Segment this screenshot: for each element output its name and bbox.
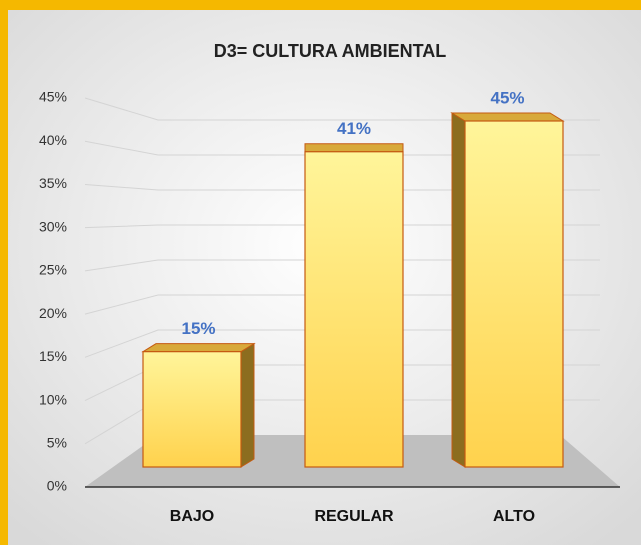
- y-tick-label: 10%: [39, 391, 67, 407]
- data-label: 41%: [337, 119, 371, 138]
- y-tick-label: 45%: [39, 89, 67, 105]
- data-label: 15%: [181, 319, 215, 338]
- x-tick-label: REGULAR: [314, 508, 394, 525]
- x-tick-label: BAJO: [170, 508, 214, 525]
- bar: [304, 151, 404, 468]
- bar-top: [450, 112, 565, 122]
- bar: [464, 120, 564, 468]
- bar-top: [304, 143, 404, 153]
- y-tick-label: 35%: [39, 175, 67, 191]
- border-left: [0, 0, 8, 545]
- y-tick-label: 15%: [39, 348, 67, 364]
- bar-side: [240, 342, 255, 468]
- y-tick-label: 40%: [39, 132, 67, 148]
- chart-title: D3= CULTURA AMBIENTAL: [214, 41, 447, 61]
- bar: [142, 351, 242, 468]
- bar-top: [141, 343, 256, 353]
- y-tick-label: 20%: [39, 305, 67, 321]
- data-label: 45%: [490, 88, 524, 107]
- bar-side: [451, 112, 466, 468]
- y-tick-label: 0%: [47, 478, 67, 494]
- y-tick-label: 30%: [39, 218, 67, 234]
- y-tick-label: 5%: [47, 434, 67, 450]
- border-top: [0, 0, 641, 10]
- y-tick-label: 25%: [39, 262, 67, 278]
- x-tick-label: ALTO: [493, 508, 535, 525]
